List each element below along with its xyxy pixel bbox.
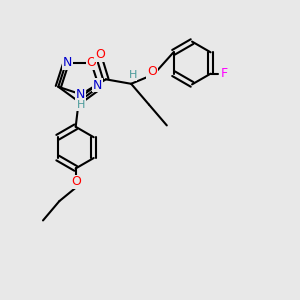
Text: O: O — [71, 175, 81, 188]
Text: H: H — [128, 70, 137, 80]
Text: N: N — [63, 56, 72, 69]
Text: F: F — [220, 67, 227, 80]
Text: H: H — [77, 100, 85, 110]
Text: O: O — [95, 48, 105, 61]
Text: O: O — [147, 65, 157, 78]
Text: O: O — [86, 56, 96, 69]
Text: N: N — [76, 88, 85, 101]
Text: N: N — [93, 79, 102, 92]
